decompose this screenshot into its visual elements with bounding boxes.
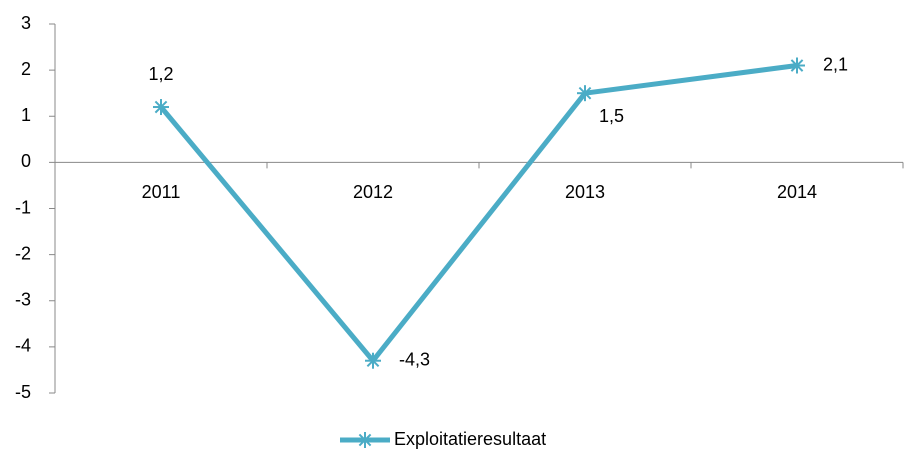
data-label: 2,1 <box>823 54 848 74</box>
data-label: 1,5 <box>599 106 624 126</box>
y-tick-label: 1 <box>21 105 31 125</box>
y-tick-label: 0 <box>21 151 31 171</box>
y-tick-label: -2 <box>15 243 31 263</box>
x-tick-label: 2012 <box>353 182 393 202</box>
y-tick-label: 3 <box>21 13 31 33</box>
y-tick-label: -3 <box>15 290 31 310</box>
series-line <box>159 63 798 364</box>
marker-stroke <box>790 59 804 72</box>
marker <box>577 85 593 102</box>
x-tick-label: 2014 <box>777 182 817 202</box>
marker <box>153 99 169 116</box>
legend-marker <box>357 432 373 448</box>
x-tick-label: 2011 <box>142 182 181 202</box>
y-tick-label: -4 <box>15 336 31 356</box>
y-tick-label: -1 <box>15 197 31 217</box>
x-tick-label: 2013 <box>565 182 605 202</box>
y-tick-label: 2 <box>21 59 31 79</box>
marker-stroke <box>154 100 168 114</box>
data-label: -4,3 <box>399 349 430 369</box>
marker-stroke <box>578 86 592 100</box>
marker <box>789 57 805 74</box>
legend-label: Exploitatieresultaat <box>394 429 546 449</box>
marker-stroke <box>366 354 380 368</box>
y-tick-label: -5 <box>15 382 31 402</box>
marker-stroke <box>358 433 372 447</box>
marker <box>365 352 381 369</box>
data-label: 1,2 <box>148 64 173 84</box>
